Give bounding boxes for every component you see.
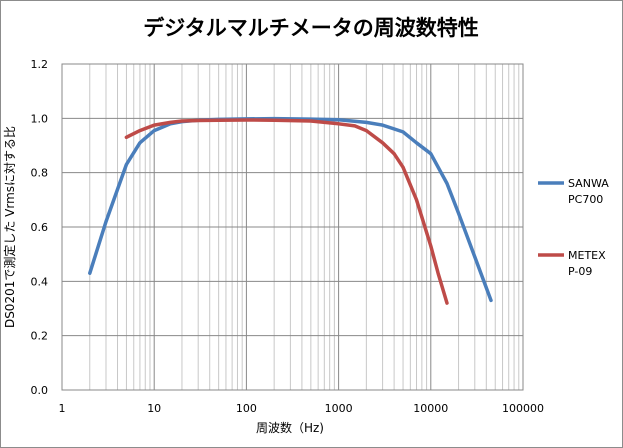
x-tick-label: 100000 <box>502 402 544 415</box>
y-tick-label: 0.6 <box>31 221 49 234</box>
y-tick-label: 0.8 <box>31 167 49 180</box>
y-axis-label: DS0201で測定した Vrmsに対する比 <box>2 126 17 328</box>
legend: SANWA PC700 METEX P-09 <box>538 177 609 278</box>
y-tick-label: 0.2 <box>31 330 49 343</box>
legend-label: SANWA <box>568 177 609 190</box>
plot-area <box>61 63 524 391</box>
x-axis-ticks: 1 10 100 1000 10000 100000 <box>59 402 545 415</box>
y-tick-label: 1.0 <box>31 112 49 125</box>
y-tick-label: 0.4 <box>31 275 49 288</box>
y-axis-ticks: 0.0 0.2 0.4 0.6 0.8 1.0 1.2 <box>31 58 49 397</box>
x-tick-label: 1 <box>59 402 66 415</box>
series-lines <box>88 116 493 305</box>
x-tick-label: 10 <box>147 402 161 415</box>
major-gridlines <box>61 63 524 391</box>
x-tick-label: 10000 <box>413 402 448 415</box>
legend-label: METEX <box>568 249 606 262</box>
legend-label: P-09 <box>568 265 592 278</box>
x-axis-label: 周波数（Hz) <box>256 420 324 435</box>
x-tick-label: 1000 <box>325 402 353 415</box>
x-tick-label: 100 <box>236 402 257 415</box>
legend-label: PC700 <box>568 193 603 206</box>
chart-title: デジタルマルチメータの周波数特性 <box>143 16 479 40</box>
y-tick-label: 0.0 <box>31 384 49 397</box>
y-tick-label: 1.2 <box>31 58 49 71</box>
series-line-metex <box>124 118 449 305</box>
